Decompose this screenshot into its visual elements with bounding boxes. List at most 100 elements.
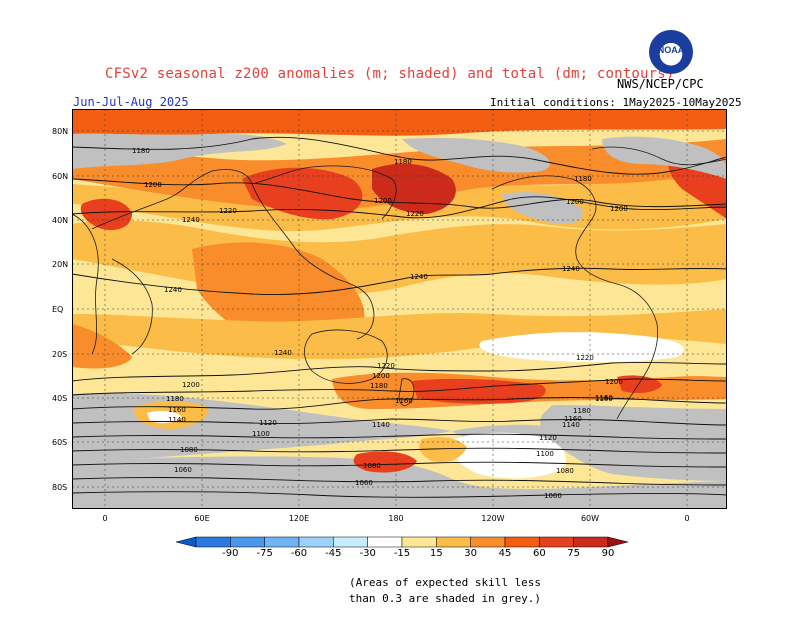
lat-label-40s: 40S (52, 394, 68, 403)
legend-tick-label: -45 (325, 548, 342, 559)
legend-tick-label: -15 (393, 548, 411, 559)
legend-tick-label: 45 (498, 548, 512, 559)
contour-label: 1220 (219, 207, 237, 215)
anomaly-shade-orange-sw (72, 324, 132, 369)
lat-label-eq: EQ (52, 305, 64, 314)
legend-color-box (401, 536, 437, 548)
legend-color-box (298, 536, 334, 548)
skill-note-line1: (Areas of expected skill less (349, 576, 542, 589)
contour-label: 1240 (164, 286, 182, 294)
lat-label-80s: 80S (52, 483, 68, 492)
anomaly-shade-gold-southpac (419, 437, 467, 463)
contour-label: 1060 (544, 492, 562, 500)
lat-label-40n: 40N (52, 216, 69, 225)
anomaly-shade-red-npacific (242, 167, 363, 220)
contour-label: 1200 (372, 372, 390, 380)
lon-label-120e: 120E (288, 514, 310, 523)
contour-label: 1160 (168, 406, 186, 414)
contour-label: 1200 (610, 205, 628, 213)
contour-label: 1100 (252, 430, 270, 438)
contour-label: 1200 (605, 378, 623, 386)
contour-label: 1180 (595, 395, 613, 403)
lat-label-60s: 60S (52, 438, 68, 447)
contour-label: 1200 (566, 198, 584, 206)
anomaly-shade-orange-top (72, 109, 727, 136)
contour-label: 1080 (556, 467, 574, 475)
agency-label: NWS/NCEP/CPC (617, 77, 704, 91)
contour-label: 1220 (406, 210, 424, 218)
legend-color-box (504, 536, 540, 548)
contour-label: 1200 (182, 381, 200, 389)
contour-label: 1160 (595, 394, 613, 402)
legend-arrow-left (176, 536, 197, 548)
contour-label: 1180 (573, 407, 591, 415)
contour-label: 1180 (574, 175, 592, 183)
graticule (72, 109, 727, 509)
contour-label: 1200 (144, 181, 162, 189)
skill-note: (Areas of expected skill less than 0.3 a… (349, 575, 541, 607)
initial-conditions: Initial conditions: 1May2025-10May2025 (490, 96, 742, 109)
contour-label: 1160 (564, 415, 582, 423)
contour-label: 1140 (372, 421, 390, 429)
legend-color-box (436, 536, 471, 548)
legend-color-box (367, 536, 403, 548)
contour-label: 1180 (394, 158, 412, 166)
anomaly-shade-red-pacific (372, 163, 456, 214)
legend-tick-label: -90 (222, 548, 239, 559)
color-legend (176, 536, 628, 548)
skill-note-line2: than 0.3 are shaded in grey.) (349, 592, 542, 605)
legend-tick-label: 90 (601, 548, 615, 559)
lon-label-120w: 120W (481, 514, 505, 523)
legend-tick-label: 60 (532, 548, 546, 559)
map-frame (72, 109, 727, 509)
contour-label: 1080 (363, 462, 381, 470)
contour-label: 1220 (377, 362, 395, 370)
contour-label: 1120 (539, 434, 557, 442)
legend-color-box (230, 536, 265, 548)
noaa-logo: NOAA (649, 30, 693, 74)
contour-label: 1060 (355, 479, 373, 487)
legend-tick-label: -60 (290, 548, 308, 559)
contour-label: 1120 (259, 419, 277, 427)
contour-label: 1080 (180, 446, 198, 454)
contour-label: 1180 (166, 395, 184, 403)
lon-label-60w: 60W (580, 514, 600, 523)
lon-label-180: 180 (388, 514, 404, 523)
lat-label-20s: 20S (52, 350, 68, 359)
contour-label: 1240 (274, 349, 292, 357)
contour-label: 1140 (168, 416, 186, 424)
legend-tick-label: 15 (429, 548, 443, 559)
contour-label: 1060 (174, 466, 192, 474)
lon-label-0: 0 (102, 514, 108, 523)
legend-tick-label: 75 (567, 548, 581, 559)
legend-tick-label: 30 (464, 548, 478, 559)
forecast-period: Jun-Jul-Aug 2025 (73, 95, 189, 109)
anomaly-shade-white-sa (479, 332, 684, 363)
lat-label-60n: 60N (52, 172, 69, 181)
contour-label: 1100 (536, 450, 554, 458)
legend-color-box (195, 536, 231, 548)
noaa-logo-text: NOAA (657, 45, 685, 55)
legend-color-box (539, 536, 574, 548)
anomaly-shade-gold-south (72, 309, 727, 360)
contour-label: 1180 (132, 147, 150, 155)
legend-boxes (195, 536, 609, 548)
contour-label: 1220 (576, 354, 594, 362)
height-contours (72, 136, 727, 498)
anomaly-shade-white-southpac (451, 432, 566, 479)
lat-label-80n: 80N (52, 127, 69, 136)
contour-label: 1240 (182, 216, 200, 224)
coastlines (72, 146, 727, 420)
legend-tick-label: -75 (256, 548, 273, 559)
anomaly-map: 1180 1200 1220 1240 1180 1200 1200 1180 … (72, 109, 727, 509)
contour-labels: 1180 1200 1220 1240 1180 1200 1200 1180 … (132, 147, 628, 500)
contour-label: 1180 (370, 382, 388, 390)
anomaly-shade-red-southpac (353, 451, 417, 473)
lon-label-60e: 60E (194, 514, 210, 523)
anomaly-shade-red-atlantic (80, 198, 132, 231)
anomaly-shade-red-se (617, 375, 662, 393)
map-title: CFSv2 seasonal z200 anomalies (m; shaded… (105, 66, 675, 82)
contour-label: 1160 (395, 397, 413, 405)
legend-color-box (470, 536, 506, 548)
legend-color-box (333, 536, 368, 548)
